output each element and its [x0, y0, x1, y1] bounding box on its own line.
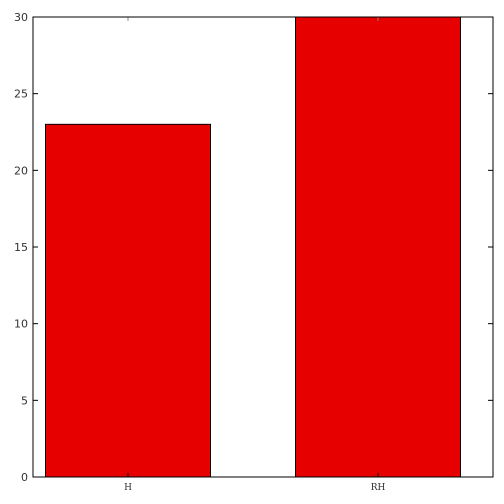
- y-tick-label: 0: [21, 471, 28, 484]
- y-tick-label: 30: [14, 11, 28, 24]
- y-tick-label: 10: [14, 318, 28, 331]
- plot-frame: [32, 16, 494, 478]
- y-tick-label: 15: [14, 241, 28, 254]
- x-tick-label-h: H: [124, 483, 132, 493]
- bar-rh: [295, 16, 461, 478]
- y-tick-label: 5: [21, 394, 28, 407]
- y-tick-label: 25: [14, 88, 28, 101]
- bars-group: [45, 16, 461, 478]
- x-tick-label-rh: RH: [371, 483, 386, 493]
- y-tick-label: 20: [14, 164, 28, 177]
- bar-h: [45, 123, 211, 478]
- x-axis-ticks: H RH: [124, 17, 385, 493]
